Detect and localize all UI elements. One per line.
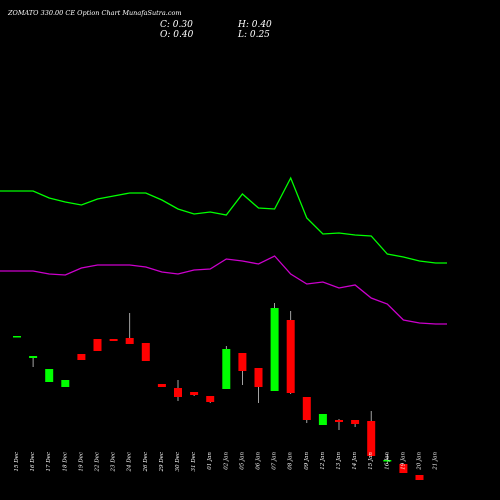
candle-body bbox=[238, 353, 247, 371]
x-tick-label: 13 Jan bbox=[336, 452, 342, 470]
candle-body bbox=[125, 338, 134, 344]
candle-body bbox=[286, 320, 295, 393]
x-tick-label: 16 Dec bbox=[30, 452, 36, 472]
candle-body bbox=[77, 354, 86, 360]
candle-body bbox=[351, 420, 360, 424]
low-value: L: 0.25 bbox=[238, 30, 270, 40]
candle-body bbox=[270, 308, 279, 391]
x-tick-label: 19 Dec bbox=[78, 452, 84, 472]
x-tick-label: 05 Jan bbox=[239, 452, 245, 470]
moving-averages bbox=[0, 176, 447, 325]
x-tick-label: 01 Jan bbox=[207, 452, 213, 470]
x-tick-label: 02 Jan bbox=[223, 452, 229, 470]
candles bbox=[13, 303, 424, 480]
candle-body bbox=[206, 396, 215, 402]
x-tick-label: 14 Jan bbox=[352, 452, 358, 470]
candle-body bbox=[61, 380, 70, 387]
candle-body bbox=[141, 343, 150, 361]
x-tick-label: 16 Jan bbox=[384, 452, 390, 470]
candle-body bbox=[174, 388, 182, 397]
candle-body bbox=[335, 420, 343, 422]
x-tick-label: 09 Jan bbox=[304, 452, 310, 470]
x-tick-label: 23 Dec bbox=[111, 452, 117, 473]
x-tick-label: 20 Jan bbox=[417, 452, 423, 471]
ma-line-2 bbox=[0, 255, 447, 325]
candle-body bbox=[157, 384, 166, 387]
x-axis-labels: 15 Dec 16 Dec 17 Dec 18 Dec 19 Dec 22 Dec 23 D… bbox=[14, 452, 439, 473]
candle-body bbox=[399, 464, 408, 473]
x-tick-label: 31 Dec bbox=[191, 452, 197, 472]
candle-body bbox=[93, 339, 102, 351]
candle-body bbox=[302, 397, 311, 420]
candle-body bbox=[29, 356, 38, 358]
candle-body bbox=[318, 414, 327, 425]
x-tick-label: 22 Dec bbox=[95, 452, 101, 473]
open-value: O: 0.40 bbox=[160, 30, 194, 40]
candle-body bbox=[190, 392, 199, 395]
x-tick-label: 17 Dec bbox=[46, 452, 52, 472]
x-tick-label: 08 Jan bbox=[288, 452, 294, 470]
x-tick-label: 21 Jan bbox=[433, 452, 439, 471]
x-tick-label: 15 Dec bbox=[14, 452, 20, 472]
x-tick-label: 07 Jan bbox=[272, 452, 278, 470]
chart-title: ZOMATO 330.00 CE Option Chart MunafaSutr… bbox=[8, 9, 182, 17]
candle-body bbox=[45, 369, 54, 382]
candle-body bbox=[13, 336, 21, 338]
x-tick-label: 30 Dec bbox=[175, 452, 181, 472]
x-tick-label: 18 Dec bbox=[62, 452, 68, 472]
candle-body bbox=[415, 475, 424, 480]
x-tick-label: 12 Jan bbox=[320, 452, 326, 470]
x-tick-label: 29 Dec bbox=[159, 452, 165, 473]
x-tick-label: 24 Dec bbox=[127, 452, 133, 473]
candle-body bbox=[109, 339, 118, 341]
candle-body bbox=[254, 368, 263, 387]
candle-body bbox=[222, 349, 231, 389]
close-value: C: 0.30 bbox=[160, 20, 193, 30]
x-tick-label: 15 Jan bbox=[368, 452, 374, 470]
ma-line-1 bbox=[0, 176, 447, 264]
high-value: H: 0.40 bbox=[238, 20, 272, 30]
candle-body bbox=[367, 421, 376, 456]
candle-body bbox=[383, 460, 392, 462]
x-tick-label: 06 Jan bbox=[256, 452, 262, 470]
x-tick-label: 26 Dec bbox=[143, 452, 149, 473]
x-tick-label: 19 Jan bbox=[400, 452, 406, 470]
